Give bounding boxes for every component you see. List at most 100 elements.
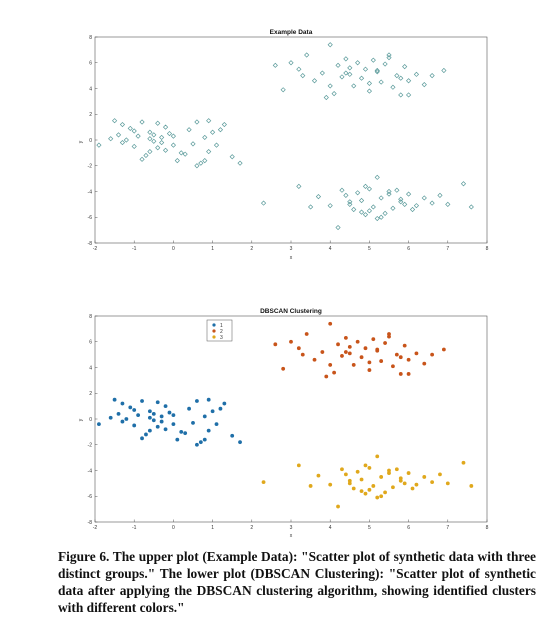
data-point: [429, 200, 435, 206]
data-point: [327, 42, 333, 48]
y-tick-label: 4: [89, 86, 92, 92]
y-tick-label: -6: [88, 215, 93, 221]
data-point-cluster-2: [351, 363, 356, 367]
data-point: [374, 67, 380, 74]
x-tick-label: 2: [250, 246, 253, 252]
x-tick-label: 4: [329, 525, 332, 531]
data-point: [374, 215, 380, 222]
data-point: [347, 199, 353, 205]
y-tick-label: -6: [88, 494, 93, 500]
data-point: [143, 152, 149, 159]
data-point: [155, 145, 161, 151]
legend-marker-1: [212, 323, 216, 327]
data-point-cluster-1: [206, 428, 211, 433]
data-point: [386, 52, 392, 58]
data-point: [119, 121, 126, 128]
data-point-cluster-3: [316, 473, 321, 478]
legend-label-1: 1: [220, 323, 223, 329]
data-point-cluster-3: [402, 481, 407, 486]
data-point: [437, 192, 443, 198]
data-point: [343, 192, 349, 198]
data-point-cluster-3: [343, 472, 348, 477]
data-point-cluster-3: [375, 454, 380, 459]
data-point-cluster-3: [422, 475, 427, 479]
data-point-cluster-3: [296, 463, 301, 468]
data-point: [213, 142, 220, 148]
data-point-cluster-1: [198, 440, 203, 445]
data-point: [366, 80, 372, 86]
data-point-cluster-2: [367, 360, 372, 365]
data-point-cluster-2: [332, 370, 337, 375]
data-point-cluster-2: [375, 347, 380, 352]
data-point-cluster-3: [406, 471, 411, 475]
data-point-cluster-3: [438, 472, 442, 477]
data-point: [386, 55, 392, 61]
data-point: [378, 79, 384, 85]
data-point-cluster-2: [406, 372, 411, 376]
data-point: [370, 204, 376, 210]
y-tick-label: -4: [88, 189, 93, 195]
x-tick-label: 5: [368, 246, 371, 252]
data-point: [166, 130, 173, 137]
data-point: [300, 73, 306, 79]
data-point-cluster-1: [171, 413, 176, 418]
data-point: [206, 118, 212, 124]
data-point-cluster-2: [422, 361, 427, 366]
data-point: [151, 132, 157, 138]
data-point: [131, 128, 137, 134]
x-tick-label: 0: [172, 246, 175, 252]
data-point: [280, 87, 286, 93]
x-axis-label: x: [290, 533, 293, 539]
data-point-cluster-1: [195, 442, 199, 447]
data-point: [221, 121, 227, 128]
data-point-cluster-3: [461, 460, 466, 465]
axis-ticks: -2 -1 0 1 2 3 4 5 6 7 8 -8 -6 -4 -2 0 2 4 6 8: [88, 35, 489, 252]
data-point: [366, 88, 372, 94]
data-point-cluster-1: [214, 422, 219, 427]
data-point: [362, 183, 369, 189]
data-point: [190, 141, 196, 147]
data-point: [151, 138, 157, 144]
data-point: [147, 148, 153, 155]
data-point-cluster-1: [222, 401, 227, 406]
data-point-cluster-1: [175, 437, 180, 442]
y-tick-label: 6: [89, 61, 92, 67]
data-point-cluster-1: [191, 420, 195, 425]
data-point-cluster-1: [147, 409, 152, 414]
data-point-cluster-1: [151, 418, 156, 423]
data-point: [119, 139, 126, 146]
data-point: [159, 134, 165, 141]
x-tick-label: -1: [132, 246, 137, 252]
data-point-cluster-2: [398, 355, 403, 360]
data-point: [229, 154, 235, 160]
data-point-cluster-1: [124, 417, 129, 421]
data-point: [421, 195, 427, 201]
data-point: [327, 203, 333, 209]
data-point-cluster-2: [343, 335, 348, 340]
data-point: [355, 190, 361, 196]
data-point-cluster-1: [195, 399, 199, 403]
data-point: [147, 136, 153, 142]
data-point: [327, 83, 333, 89]
data-point-cluster-1: [171, 422, 176, 427]
data-point-cluster-3: [383, 490, 387, 495]
data-point-cluster-1: [230, 433, 235, 438]
data-point: [398, 196, 404, 202]
legend: 1 2 3: [206, 319, 233, 342]
data-point: [398, 199, 404, 205]
x-tick-label: 1: [211, 246, 214, 252]
data-point-cluster-3: [367, 466, 372, 470]
data-point-cluster-2: [371, 337, 376, 342]
data-point: [366, 208, 372, 214]
data-point-cluster-2: [391, 364, 395, 369]
data-point: [429, 73, 435, 79]
data-point-cluster-2: [336, 342, 340, 347]
data-point-cluster-2: [414, 351, 419, 356]
data-point-cluster-2: [379, 359, 384, 363]
data-point: [370, 57, 376, 63]
data-point-cluster-1: [136, 413, 141, 418]
data-point-cluster-2: [430, 352, 435, 357]
data-point: [186, 127, 192, 133]
data-point-cluster-3: [363, 491, 368, 496]
data-point-cluster-3: [469, 484, 474, 488]
